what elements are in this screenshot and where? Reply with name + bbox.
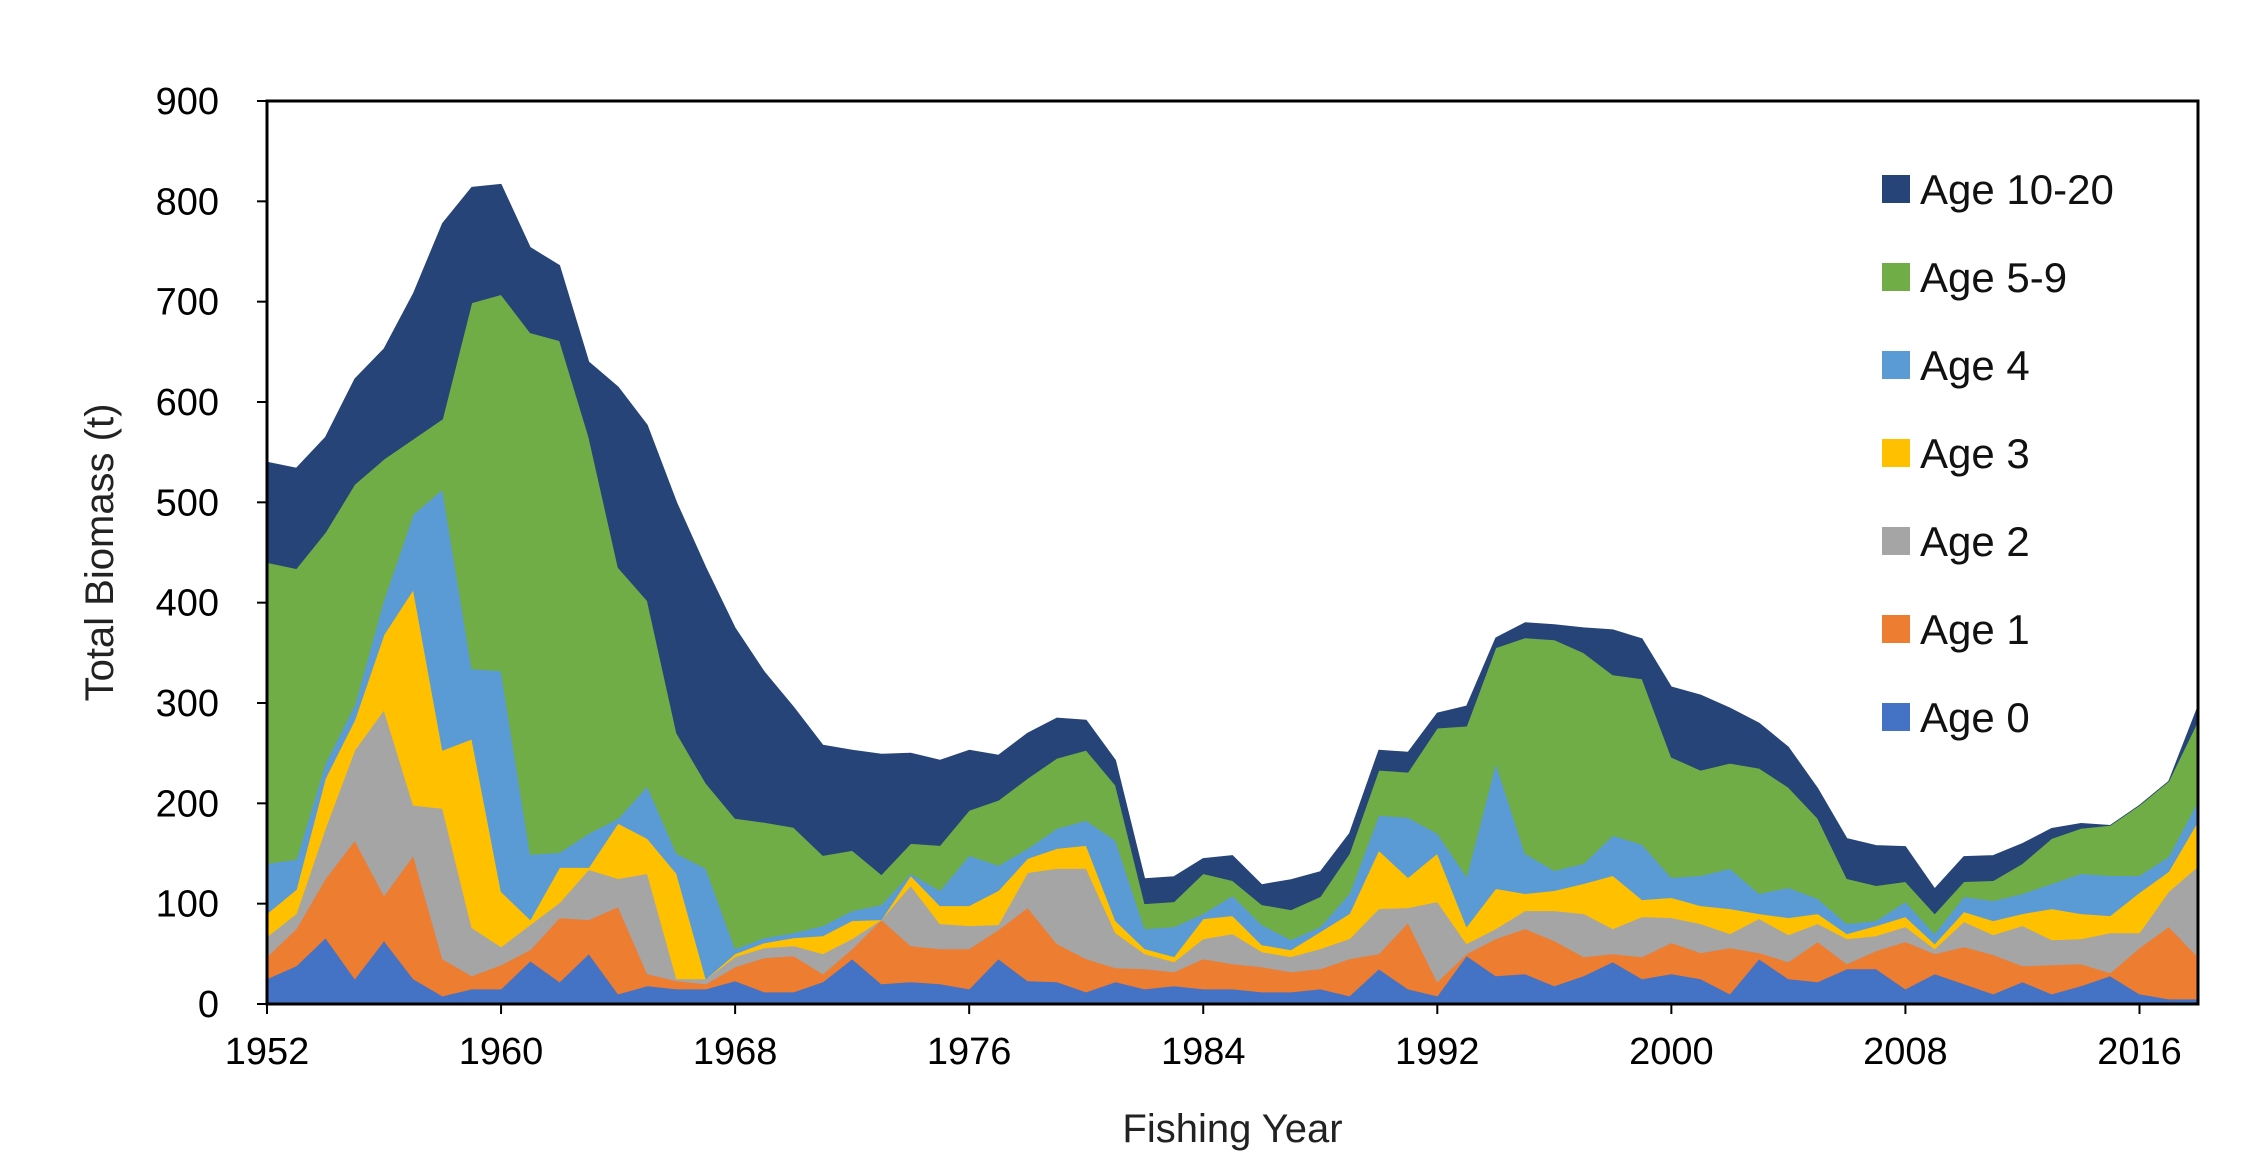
x-axis-ticks: 1952 1960 1968 1976 1984 1992 2000 2008 2016: [225, 1004, 2182, 1073]
x-tick-label: 2008: [1863, 1031, 1948, 1073]
x-tick-label: 1960: [459, 1031, 544, 1073]
legend-item: Age 5-9: [1882, 254, 2067, 301]
legend-item: Age 10-20: [1882, 166, 2114, 213]
legend-label: Age 0: [1920, 694, 2030, 741]
series-areas: [266, 183, 2199, 1005]
y-tick-label: 900: [156, 81, 219, 123]
y-axis-title: Total Biomass (t): [78, 404, 122, 702]
x-axis-title: Fishing Year: [1122, 1107, 1342, 1151]
y-tick-label: 200: [156, 783, 219, 825]
legend-label: Age 10-20: [1920, 166, 2114, 213]
legend-label: Age 3: [1920, 430, 2030, 477]
legend-swatch: [1882, 615, 1910, 643]
legend-swatch: [1882, 263, 1910, 291]
x-tick-label: 1984: [1161, 1031, 1246, 1073]
y-tick-label: 800: [156, 181, 219, 223]
legend-label: Age 4: [1920, 342, 2030, 389]
y-tick-label: 700: [156, 282, 219, 324]
legend-item: Age 1: [1882, 606, 2030, 653]
legend-label: Age 5-9: [1920, 254, 2067, 301]
y-tick-label: 0: [198, 984, 219, 1026]
y-axis-ticks: 0 100 200 300 400 500 600 700 800 900: [156, 81, 267, 1026]
legend-swatch: [1882, 703, 1910, 731]
legend-swatch: [1882, 175, 1910, 203]
x-tick-label: 1952: [225, 1031, 310, 1073]
y-tick-label: 600: [156, 382, 219, 424]
x-tick-label: 2016: [2097, 1031, 2182, 1073]
legend-item: Age 3: [1882, 430, 2030, 477]
legend-item: Age 4: [1882, 342, 2030, 389]
legend-swatch: [1882, 439, 1910, 467]
plot-area-frame: [265, 99, 2200, 1006]
legend-swatch: [1882, 527, 1910, 555]
x-tick-label: 2000: [1629, 1031, 1714, 1073]
legend-swatch: [1882, 351, 1910, 379]
legend-label: Age 1: [1920, 606, 2030, 653]
y-tick-label: 500: [156, 482, 219, 524]
y-tick-label: 300: [156, 683, 219, 725]
legend-item: Age 2: [1882, 518, 2030, 565]
x-tick-label: 1968: [693, 1031, 778, 1073]
legend-item: Age 0: [1882, 694, 2030, 741]
legend: Age 10-20 Age 5-9 Age 4 Age 3 Age 2 Age 1 Age …: [1882, 166, 2114, 741]
y-tick-label: 400: [156, 583, 219, 625]
x-tick-label: 1992: [1395, 1031, 1480, 1073]
y-tick-label: 100: [156, 884, 219, 926]
x-tick-label: 1976: [927, 1031, 1012, 1073]
legend-label: Age 2: [1920, 518, 2030, 565]
